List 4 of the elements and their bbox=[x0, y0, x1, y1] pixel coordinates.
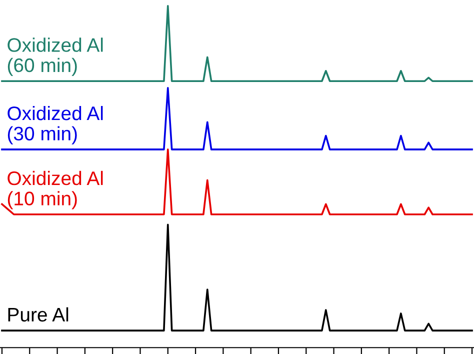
series-label: Oxidized Al (60 min) bbox=[8, 38, 103, 76]
series-label: Oxidized Al (30 min) bbox=[8, 106, 103, 144]
series-label: Oxidized Al (10 min) bbox=[8, 170, 103, 210]
series-label: Pure Al bbox=[8, 307, 68, 322]
